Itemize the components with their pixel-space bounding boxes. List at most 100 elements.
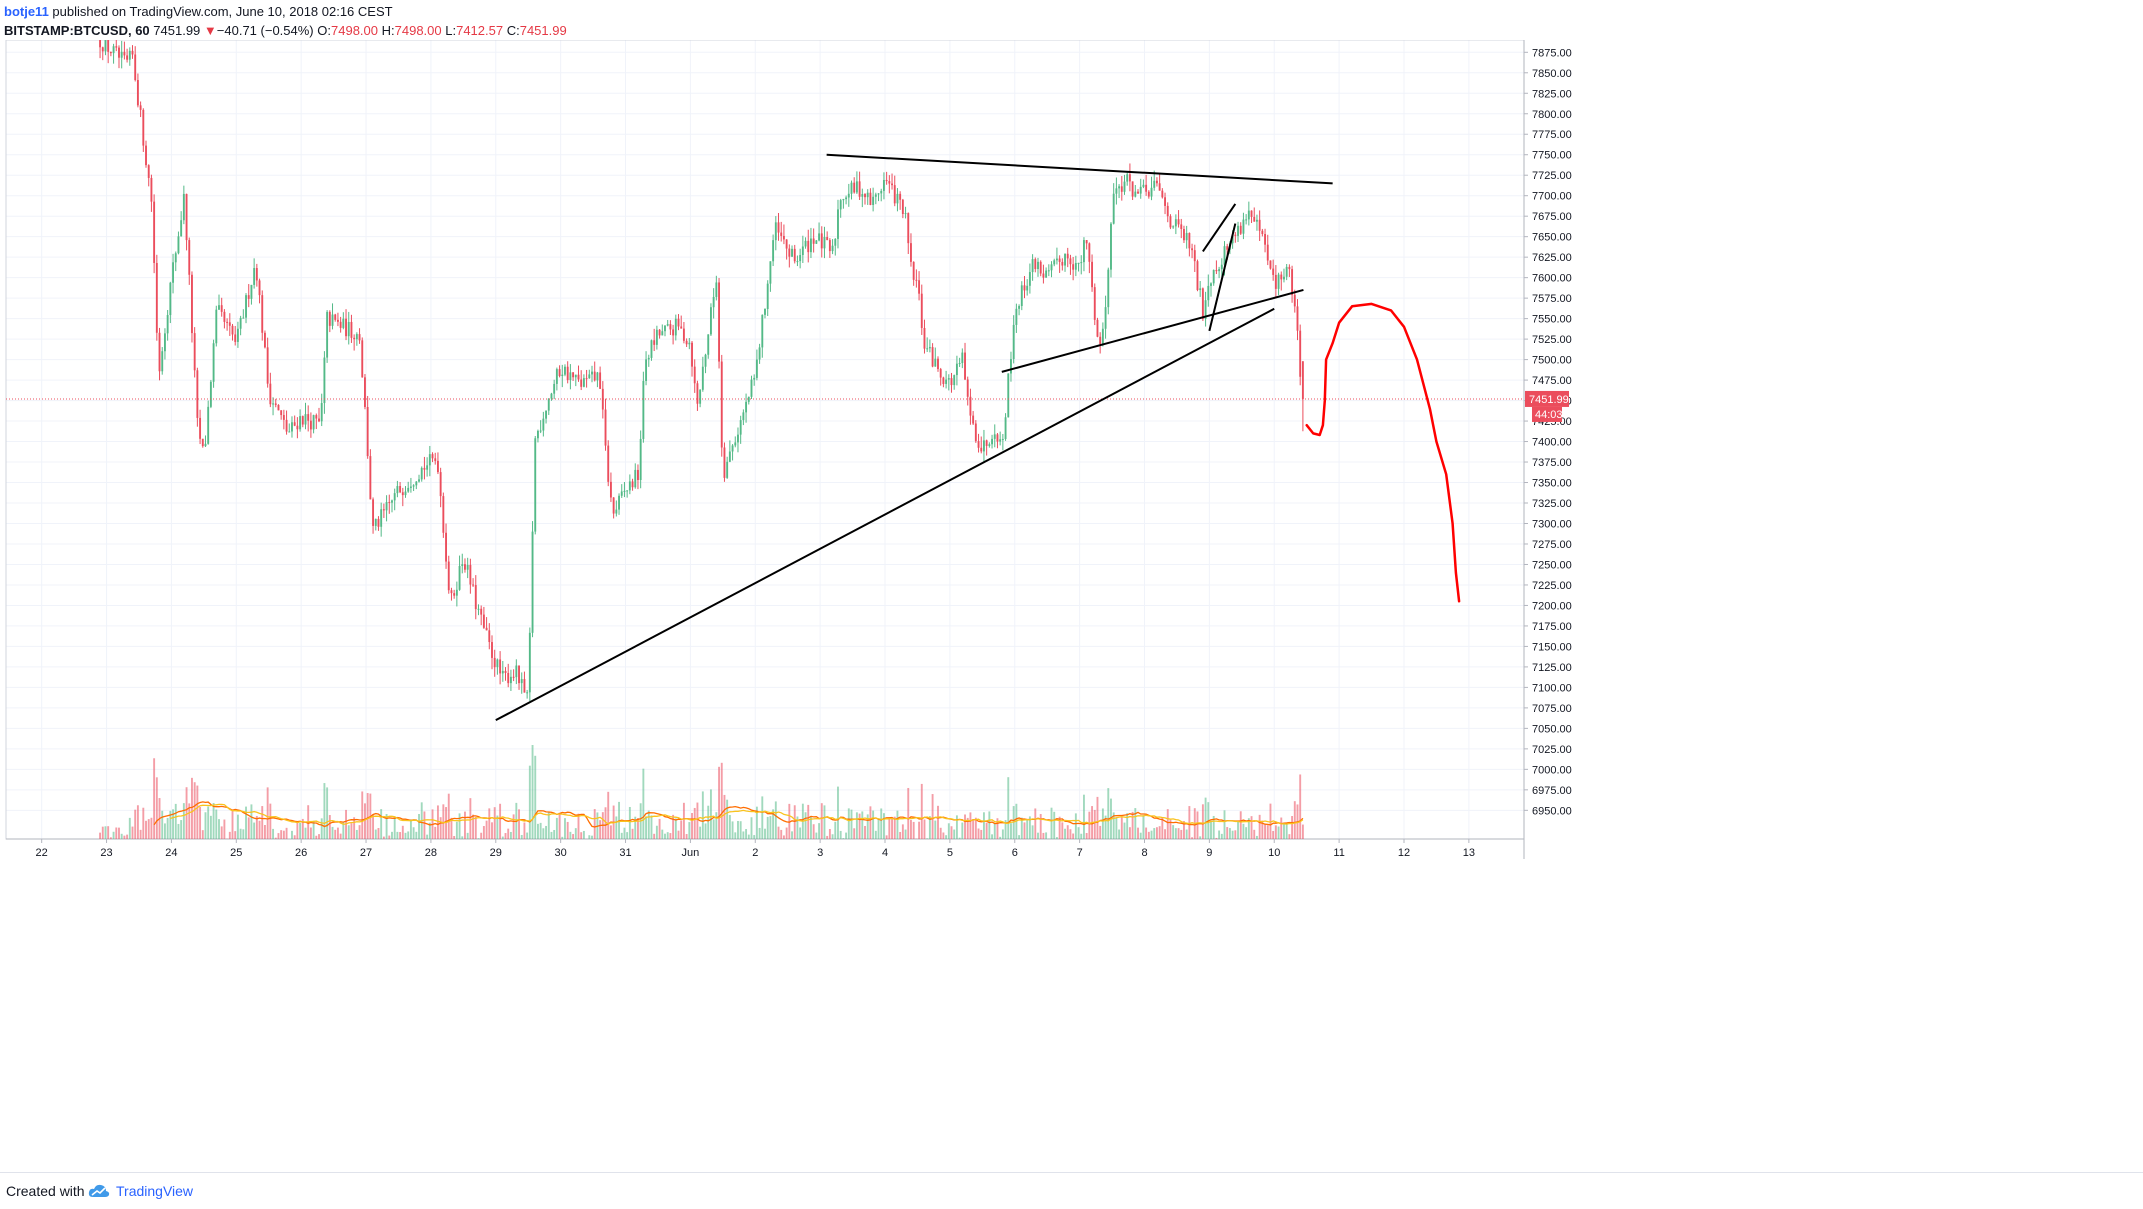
candle-body — [1026, 286, 1028, 291]
price-tick-label: 7350.00 — [1532, 478, 1572, 490]
candle-body — [718, 282, 720, 361]
chart-header: botje11 published on TradingView.com, Ju… — [4, 2, 2134, 42]
volume-bar — [1037, 833, 1039, 839]
volume-bar — [196, 786, 198, 839]
volume-bar — [740, 821, 742, 839]
volume-bar — [694, 808, 696, 839]
volume-bar — [202, 830, 204, 839]
price-tick-label: 7750.00 — [1532, 150, 1572, 162]
volume-bar — [1099, 826, 1101, 839]
candle-body — [999, 439, 1001, 441]
candle-body — [702, 367, 704, 390]
volume-bar — [486, 821, 488, 839]
candle-body — [283, 415, 285, 420]
volume-bar — [575, 828, 577, 839]
volume-bar — [1232, 831, 1234, 839]
volume-bar — [337, 828, 339, 839]
volume-bar — [986, 823, 988, 839]
low-label: L: — [445, 23, 456, 38]
price-chart[interactable]: 7875.007850.007825.007800.007775.007750.… — [0, 40, 2143, 1172]
volume-bar — [383, 837, 385, 839]
candle-body — [578, 375, 580, 380]
volume-bar — [1069, 829, 1071, 839]
candle-body — [507, 673, 509, 683]
volume-bar — [375, 830, 377, 839]
volume-bar — [702, 791, 704, 839]
volume-bar — [1159, 826, 1161, 839]
volume-bar — [824, 805, 826, 839]
volume-bar — [888, 817, 890, 839]
tradingview-brand[interactable]: TradingView — [116, 1183, 193, 1199]
candle-body — [680, 326, 682, 328]
volume-bar — [1180, 830, 1182, 839]
volume-bar — [178, 824, 180, 839]
candle-body — [642, 381, 644, 439]
candle-body — [486, 628, 488, 631]
candle-body — [1221, 265, 1223, 269]
volume-bar — [883, 813, 885, 839]
candle-body — [634, 470, 636, 487]
candle-body — [221, 305, 223, 312]
candle-body — [129, 51, 131, 60]
candle-body — [132, 51, 134, 55]
candle-body — [953, 375, 955, 385]
volume-bar — [886, 835, 888, 839]
volume-bar — [526, 833, 528, 839]
volume-bar — [813, 824, 815, 839]
candle-body — [545, 411, 547, 419]
volume-bar — [1251, 816, 1253, 839]
candle-body — [386, 502, 388, 510]
candle-body — [429, 454, 431, 465]
candle-body — [607, 446, 609, 482]
price-tick-label: 7375.00 — [1532, 457, 1572, 469]
candle-body — [259, 280, 261, 295]
candle-body — [467, 565, 469, 570]
volume-bar — [564, 818, 566, 839]
volume-bar — [980, 830, 982, 839]
volume-bar — [959, 838, 961, 839]
volume-bar — [413, 827, 415, 839]
volume-bar — [1115, 818, 1117, 839]
volume-bar — [291, 831, 293, 839]
volume-bar — [467, 833, 469, 839]
volume-bar — [859, 814, 861, 839]
candle-body — [669, 324, 671, 329]
candle-body — [445, 533, 447, 562]
volume-bar — [367, 793, 369, 839]
time-tick-label: 4 — [882, 847, 888, 859]
candle-body — [640, 439, 642, 480]
candle-body — [753, 378, 755, 380]
volume-bar — [1164, 829, 1166, 839]
candle-body — [610, 482, 612, 498]
volume-bar — [310, 828, 312, 839]
price-tick-label: 7800.00 — [1532, 109, 1572, 121]
volume-bar — [913, 822, 915, 839]
candle-body — [1015, 309, 1017, 325]
volume-bar — [951, 826, 953, 839]
candle-body — [1059, 259, 1061, 262]
candle-body — [972, 416, 974, 424]
volume-bar — [442, 804, 444, 839]
volume-bar — [707, 806, 709, 839]
candle-body — [205, 444, 207, 446]
tradingview-cloud-icon[interactable] — [88, 1183, 110, 1199]
time-tick-label: 24 — [165, 847, 177, 859]
candle-body — [1256, 220, 1258, 222]
symbol-title[interactable]: BITSTAMP:BTCUSD, 60 — [4, 23, 150, 38]
candle-body — [713, 297, 715, 307]
candle-body — [423, 468, 425, 470]
candle-body — [986, 440, 988, 446]
candle-body — [880, 191, 882, 193]
volume-bar — [875, 831, 877, 839]
volume-bar — [669, 833, 671, 839]
volume-bar — [851, 810, 853, 839]
volume-bar — [759, 828, 761, 839]
high-value: 7498.00 — [395, 23, 442, 38]
candle-body — [194, 333, 196, 370]
author-link[interactable]: botje11 — [4, 4, 49, 19]
time-tick-label: 5 — [947, 847, 953, 859]
candle-body — [859, 181, 861, 196]
candle-body — [353, 338, 355, 339]
candle-body — [1126, 174, 1128, 181]
volume-bar — [905, 830, 907, 839]
